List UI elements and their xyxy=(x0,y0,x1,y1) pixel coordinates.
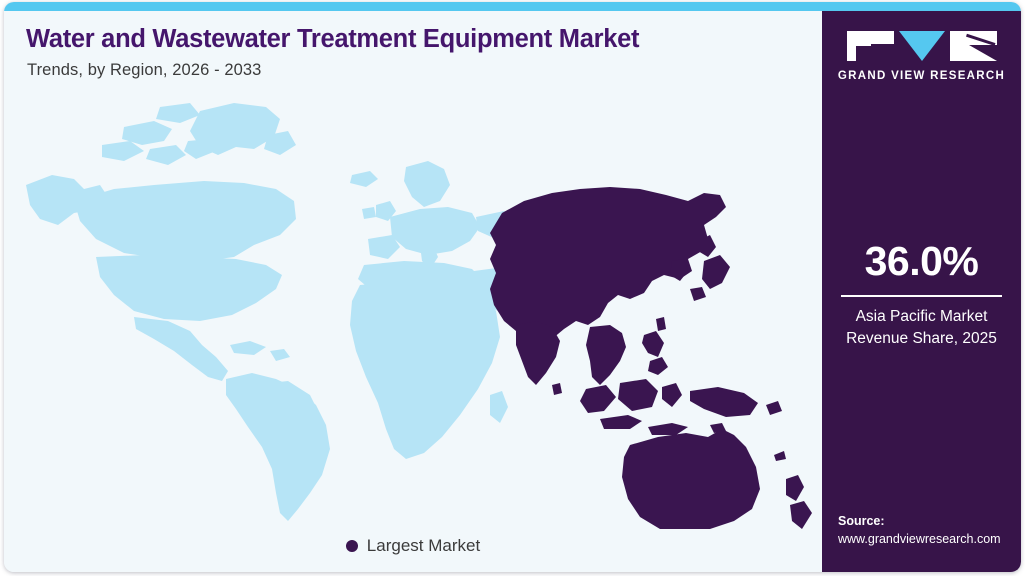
logo-v-triangle-icon xyxy=(898,31,945,61)
top-accent-bar xyxy=(4,2,1021,11)
world-map-svg xyxy=(4,89,822,529)
map-land-unhighlighted xyxy=(26,103,532,521)
stat-value: 36.0% xyxy=(864,238,979,284)
infographic-card: Water and Wastewater Treatment Equipment… xyxy=(4,2,1021,572)
legend-marker-icon xyxy=(345,540,358,552)
map-panel: Water and Wastewater Treatment Equipment… xyxy=(4,11,822,572)
stat-caption-line2: Revenue Share, 2025 xyxy=(846,329,997,347)
source-label: Source: xyxy=(838,513,885,528)
brand-wordmark: GRAND VIEW RESEARCH xyxy=(837,70,1006,82)
stat-callout: 36.0% Asia Pacific Market Revenue Share,… xyxy=(822,241,1021,350)
logo-r-icon xyxy=(949,31,997,61)
source-url[interactable]: www.grandviewresearch.com xyxy=(838,531,1001,546)
world-map xyxy=(4,89,822,529)
stat-caption-line1: Asia Pacific Market xyxy=(855,307,988,325)
logo-marks xyxy=(822,31,1021,63)
legend-label: Largest Market xyxy=(366,536,481,555)
title-block: Water and Wastewater Treatment Equipment… xyxy=(26,25,806,80)
page-title: Water and Wastewater Treatment Equipment… xyxy=(26,25,640,53)
logo-g-icon xyxy=(846,31,894,61)
map-land-highlighted-asia-pacific xyxy=(490,187,812,529)
stat-divider xyxy=(841,295,1002,297)
source-block: Source: www.grandviewresearch.com xyxy=(838,512,1021,548)
brand-logo: GRAND VIEW RESEARCH xyxy=(822,31,1021,82)
page-subtitle: Trends, by Region, 2026 - 2033 xyxy=(27,61,262,80)
legend: Largest Market xyxy=(4,536,822,556)
brand-panel: GRAND VIEW RESEARCH 36.0% Asia Pacific M… xyxy=(822,11,1021,572)
